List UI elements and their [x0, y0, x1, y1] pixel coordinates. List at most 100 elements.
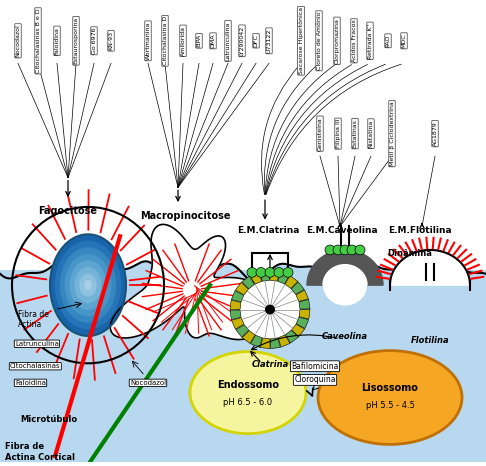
Text: Citochalasina D: Citochalasina D	[162, 16, 168, 65]
Text: E.M.Flotilina: E.M.Flotilina	[388, 226, 452, 235]
Ellipse shape	[60, 247, 116, 323]
Text: Clatrina: Clatrina	[251, 360, 289, 370]
Text: Genisteína: Genisteína	[317, 117, 323, 151]
Text: Nocodazol: Nocodazol	[130, 380, 166, 386]
Circle shape	[283, 267, 293, 277]
Polygon shape	[285, 330, 298, 343]
Circle shape	[274, 267, 284, 277]
Polygon shape	[307, 250, 383, 285]
Text: Lisossomo: Lisossomo	[362, 383, 418, 393]
Text: Dinâmina: Dinâmina	[387, 249, 432, 258]
Text: Citochalasinas: Citochalasinas	[10, 363, 61, 369]
Text: Sacarose Hipertônica: Sacarose Hipertônica	[298, 7, 304, 75]
Polygon shape	[299, 300, 310, 309]
Circle shape	[247, 267, 257, 277]
Polygon shape	[242, 331, 255, 343]
Text: Amilorida: Amilorida	[180, 26, 186, 56]
Text: Bafilomicina: Bafilomicina	[291, 362, 339, 371]
Ellipse shape	[79, 274, 97, 297]
Polygon shape	[323, 265, 367, 285]
Text: Faloidina: Faloidina	[54, 27, 59, 55]
Text: Estatinas: Estatinas	[352, 119, 358, 148]
Text: KN-93: KN-93	[108, 31, 114, 50]
Polygon shape	[242, 276, 255, 289]
Polygon shape	[296, 290, 309, 302]
Text: E.M.Caveolina: E.M.Caveolina	[306, 226, 378, 235]
Bar	[0, 270, 486, 462]
Polygon shape	[231, 291, 244, 302]
Ellipse shape	[74, 267, 102, 303]
Polygon shape	[270, 270, 279, 281]
Polygon shape	[110, 225, 264, 340]
Text: Retirada K⁺: Retirada K⁺	[367, 23, 372, 59]
Polygon shape	[278, 272, 289, 284]
Text: U73122: U73122	[266, 28, 272, 53]
Circle shape	[340, 245, 350, 255]
Text: MDC: MDC	[401, 34, 406, 48]
Text: Microtúbulo: Microtúbulo	[20, 415, 77, 424]
Polygon shape	[230, 310, 241, 320]
Text: Latrunculina: Latrunculina	[226, 21, 230, 61]
Text: Cloreto de Amônio: Cloreto de Amônio	[316, 12, 322, 70]
Text: Nocodazol: Nocodazol	[16, 24, 20, 57]
Text: Cloroquina: Cloroquina	[294, 376, 336, 384]
Polygon shape	[236, 325, 249, 337]
Text: Wortmanina: Wortmanina	[145, 21, 151, 60]
Text: pH 6.5 - 6.0: pH 6.5 - 6.0	[224, 398, 273, 407]
Text: LY290042: LY290042	[240, 26, 244, 56]
Polygon shape	[260, 270, 269, 281]
Ellipse shape	[190, 351, 306, 434]
Text: Latrunculina: Latrunculina	[15, 341, 59, 347]
Polygon shape	[250, 272, 262, 284]
Circle shape	[265, 267, 275, 277]
Text: AG1879: AG1879	[433, 121, 437, 146]
Text: Flotilina: Flotilina	[411, 336, 450, 345]
Polygon shape	[296, 317, 309, 329]
Ellipse shape	[318, 350, 462, 445]
Circle shape	[240, 280, 300, 339]
Circle shape	[256, 267, 266, 277]
Polygon shape	[251, 335, 262, 347]
Circle shape	[325, 245, 335, 255]
Polygon shape	[390, 250, 470, 285]
Text: Filipina III: Filipina III	[335, 119, 341, 149]
Polygon shape	[271, 338, 280, 349]
Text: Estaurosporina: Estaurosporina	[73, 17, 79, 64]
Text: Nistatina: Nistatina	[368, 119, 374, 148]
Text: Metil β Ciclodextrina: Metil β Ciclodextrina	[389, 101, 395, 166]
Circle shape	[347, 245, 357, 255]
Polygon shape	[278, 335, 290, 347]
Ellipse shape	[50, 234, 126, 336]
Ellipse shape	[55, 241, 121, 329]
Text: Caveolina: Caveolina	[322, 332, 368, 341]
Text: Faloidina: Faloidina	[15, 380, 46, 386]
Text: Fibra de
Actina Cortical: Fibra de Actina Cortical	[5, 442, 75, 462]
Text: Macropinocitose: Macropinocitose	[140, 211, 230, 221]
Polygon shape	[292, 324, 305, 337]
Ellipse shape	[323, 265, 367, 306]
Text: DMA: DMA	[210, 34, 215, 48]
Polygon shape	[235, 282, 248, 295]
Text: Fibra de
Actina: Fibra de Actina	[18, 309, 49, 329]
Polygon shape	[299, 309, 310, 319]
Text: Citochalasinas B e D: Citochalasinas B e D	[35, 8, 40, 73]
Circle shape	[333, 245, 343, 255]
Polygon shape	[285, 276, 298, 288]
Text: PAO: PAO	[385, 34, 390, 47]
Circle shape	[265, 305, 275, 315]
Polygon shape	[230, 300, 241, 309]
Text: DFC: DFC	[254, 34, 259, 47]
Polygon shape	[260, 338, 270, 349]
Text: Go 6976: Go 6976	[91, 27, 97, 54]
Text: Ácidos Fracos: Ácidos Fracos	[351, 20, 357, 62]
Ellipse shape	[84, 280, 92, 290]
Text: Endossomo: Endossomo	[217, 380, 279, 390]
Text: pH 5.5 - 4.5: pH 5.5 - 4.5	[365, 401, 415, 410]
Polygon shape	[291, 282, 304, 295]
Polygon shape	[231, 318, 244, 329]
Bar	[0, 7, 486, 270]
Ellipse shape	[69, 260, 106, 310]
Text: EIPA: EIPA	[196, 34, 202, 48]
Circle shape	[355, 245, 365, 255]
Text: E.M.Clatrina: E.M.Clatrina	[237, 226, 299, 235]
